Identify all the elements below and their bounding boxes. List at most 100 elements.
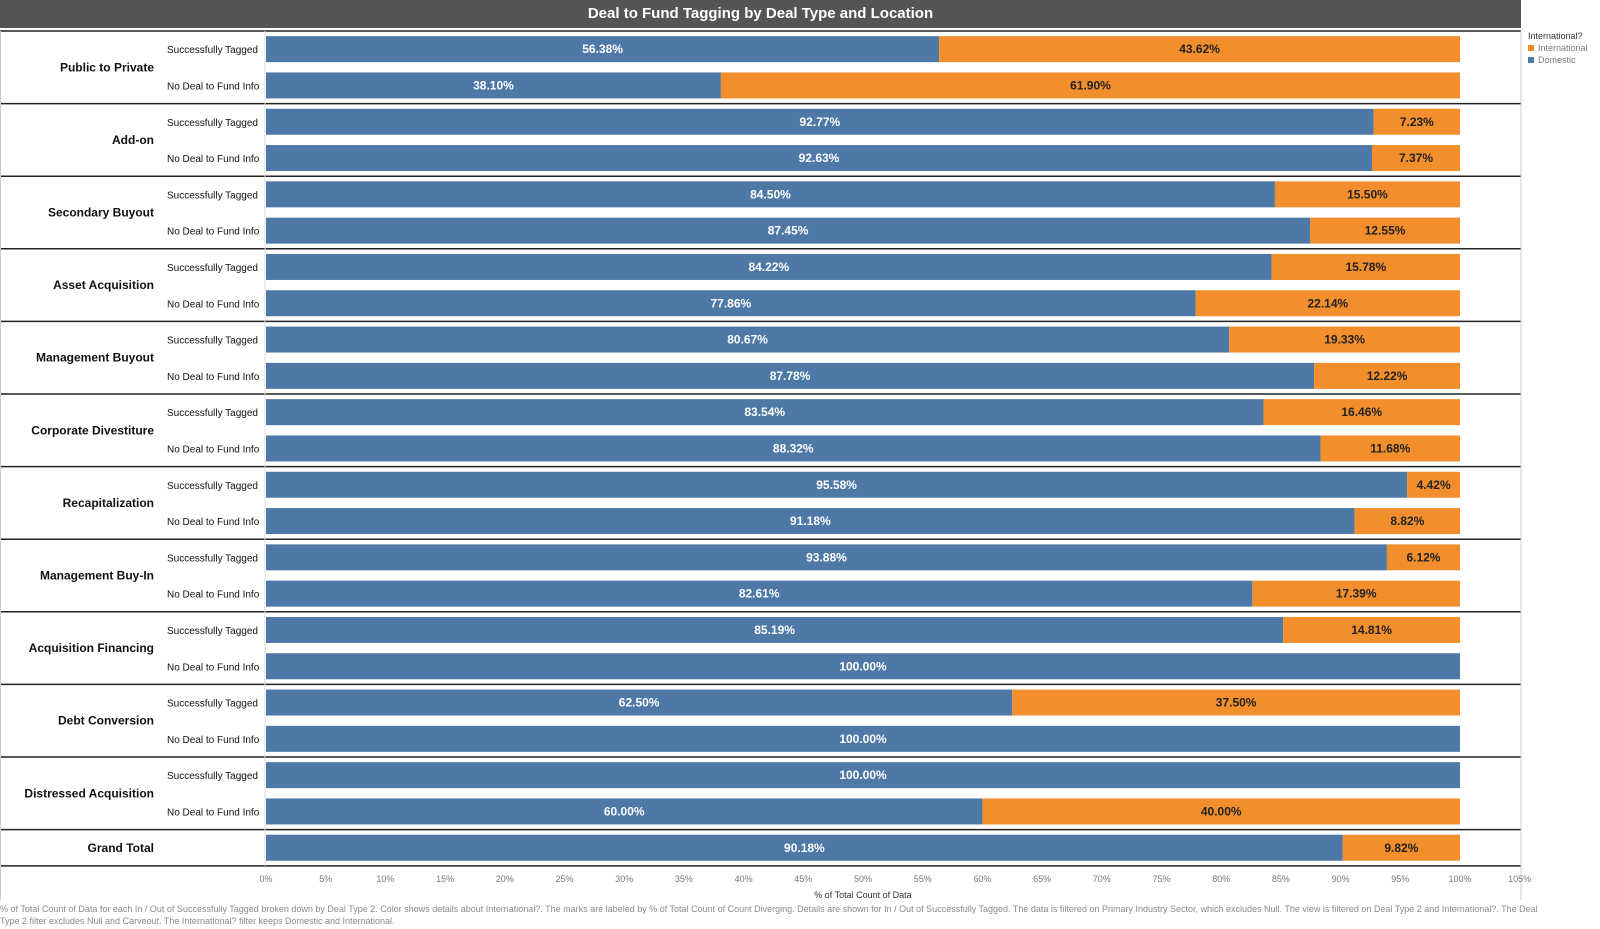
row-label: Successfully Tagged [167,190,258,201]
bar-label-domestic: 100.00% [839,659,887,673]
bar-domestic [266,762,1460,789]
row-label: No Deal to Fund Info [167,807,260,818]
bar-label-international: 4.42% [1417,478,1451,492]
bar-label-domestic: 82.61% [739,587,780,601]
group-label: Debt Conversion [58,714,154,728]
row-label: Successfully Tagged [167,45,258,56]
bar-label-domestic: 77.86% [710,296,751,310]
bar-label-domestic: 38.10% [473,78,514,92]
bar-label-domestic: 62.50% [619,696,660,710]
bar-label-international: 12.22% [1367,369,1408,383]
bar-label-international: 9.82% [1384,841,1418,855]
legend-swatch-domestic [1528,57,1534,63]
row-label: Successfully Tagged [167,771,258,782]
row-label: No Deal to Fund Info [167,517,260,528]
bar-international [1263,399,1460,426]
group-label: Corporate Divestiture [31,423,154,437]
x-tick-label: 75% [1152,874,1170,884]
bar-international [1283,616,1460,643]
bar-domestic [266,653,1460,680]
bar-domestic [266,326,1230,353]
row-label: No Deal to Fund Info [167,227,260,238]
group-label: Add-on [112,133,154,147]
bar-domestic [266,181,1275,208]
x-tick-label: 40% [735,874,753,884]
bar-label-international: 61.90% [1070,78,1111,92]
bar-international [1271,253,1460,280]
bar-label-international: 43.62% [1179,42,1220,56]
row-label: Successfully Tagged [167,336,258,347]
bar-label-international: 16.46% [1341,405,1382,419]
legend-item-international[interactable]: International [1528,42,1598,54]
bar-domestic [266,580,1253,607]
bar-label-domestic: 80.67% [727,333,768,347]
x-tick-label: 0% [259,874,272,884]
x-tick-label: 100% [1448,874,1471,884]
bar-label-international: 22.14% [1307,296,1348,310]
bar-label-domestic: 83.54% [744,405,785,419]
bar-international [1195,290,1460,317]
bar-international [720,72,1460,99]
bar-label-international: 17.39% [1336,587,1377,601]
bar-label-domestic: 87.78% [770,369,811,383]
row-label: No Deal to Fund Info [167,81,260,92]
bar-international [1252,580,1460,607]
bar-label-international: 6.12% [1406,550,1440,564]
bar-international [939,36,1460,63]
row-label: No Deal to Fund Info [167,299,260,310]
group-label: Management Buy-In [40,569,154,583]
x-tick-label: 30% [615,874,633,884]
bar-international [1274,181,1460,208]
x-tick-label: 65% [1033,874,1051,884]
x-tick-label: 45% [794,874,812,884]
x-tick-label: 25% [555,874,573,884]
bar-international [1342,834,1460,861]
bar-domestic [266,362,1315,389]
legend[interactable]: International? International Domestic [1528,31,1598,66]
legend-title: International? [1528,31,1583,41]
bar-label-international: 15.50% [1347,187,1388,201]
row-label: Successfully Tagged [167,481,258,492]
group-label: Acquisition Financing [29,641,154,655]
bar-international [982,798,1460,825]
bar-label-domestic: 84.22% [748,260,789,274]
bar-international [1229,326,1460,353]
bar-label-international: 11.68% [1370,441,1410,455]
bar-domestic [266,399,1264,426]
bar-international [1373,108,1460,135]
row-label: No Deal to Fund Info [167,154,260,165]
bar-label-domestic: 87.45% [768,224,809,238]
bar-domestic [266,108,1374,135]
bar-domestic [266,36,940,63]
x-tick-label: 80% [1212,874,1230,884]
bar-international [1372,145,1460,172]
legend-swatch-international [1528,45,1534,51]
legend-label-international: International [1538,43,1588,53]
bar-label-international: 14.81% [1351,623,1392,637]
row-label: No Deal to Fund Info [167,372,260,383]
x-tick-label: 50% [854,874,872,884]
bar-label-domestic: 85.19% [754,623,795,637]
bar-label-domestic: 88.32% [773,441,814,455]
bar-label-international: 37.50% [1216,696,1257,710]
row-label: Successfully Tagged [167,699,258,710]
legend-item-domestic[interactable]: Domestic [1528,54,1598,66]
bar-label-international: 15.78% [1345,260,1386,274]
row-label: Successfully Tagged [167,263,258,274]
bar-domestic [266,834,1343,861]
row-label: No Deal to Fund Info [167,662,260,673]
group-label: Grand Total [88,841,154,855]
chart-plot: Public to Private Successfully Tagged 56.3… [0,30,1531,900]
bar-domestic [266,471,1408,498]
bar-label-domestic: 56.38% [582,42,623,56]
bar-label-domestic: 93.88% [806,550,847,564]
chart-footnote: % of Total Count of Data for each In / O… [0,904,1538,926]
bar-domestic [266,616,1284,643]
chart-title: Deal to Fund Tagging by Deal Type and Lo… [0,0,1521,28]
x-tick-label: 20% [496,874,514,884]
row-label: No Deal to Fund Info [167,444,260,455]
bar-domestic [266,725,1460,752]
group-label: Recapitalization [63,496,154,510]
bar-label-international: 7.37% [1399,151,1433,165]
group-label: Management Buyout [36,351,154,365]
